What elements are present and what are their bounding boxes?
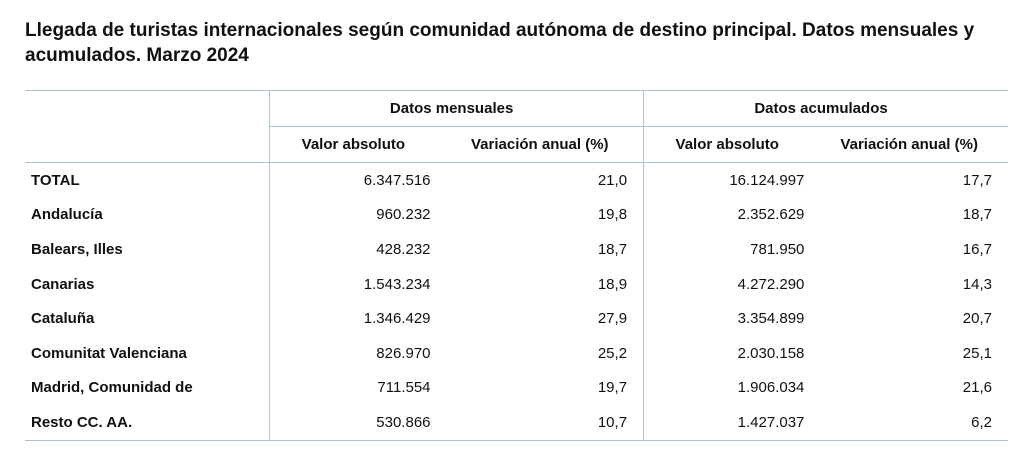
table-row: Madrid, Comunidad de 711.554 19,7 1.906.… <box>25 370 1008 406</box>
table-row: Cataluña 1.346.429 27,9 3.354.899 20,7 <box>25 301 1008 336</box>
monthly-absolute-value: 960.232 <box>376 206 431 224</box>
monthly-absolute-value: 428.232 <box>376 240 431 258</box>
cumulative-absolute-value: 3.354.899 <box>737 310 805 328</box>
header-cumulative-variation: Variación anual (%) <box>820 126 1008 163</box>
table-row: Resto CC. AA. 530.866 10,7 1.427.037 6,2 <box>25 405 1008 441</box>
monthly-absolute-value: 711.554 <box>377 379 431 397</box>
cumulative-absolute-value: 1.906.034 <box>737 379 805 397</box>
table-row: Canarias 1.543.234 18,9 4.272.290 14,3 <box>25 266 1008 302</box>
cumulative-absolute-value: 2.352.629 <box>737 206 805 224</box>
header-monthly-variation: Variación anual (%) <box>446 126 645 163</box>
cumulative-absolute-value: 1.427.037 <box>643 405 821 441</box>
header-monthly-absolute: Valor absoluto <box>269 126 447 163</box>
cumulative-variation-value: 21,6 <box>962 379 992 397</box>
row-label: Canarias <box>25 266 271 302</box>
monthly-absolute-value: 826.970 <box>376 344 431 362</box>
header-cumulative-absolute: Valor absoluto <box>643 126 821 163</box>
monthly-variation-value: 18,9 <box>446 266 645 302</box>
page-title: Llegada de turistas internacionales segú… <box>25 20 975 66</box>
cumulative-absolute-value: 2.030.158 <box>737 344 805 362</box>
cumulative-variation-value: 16,7 <box>962 240 992 258</box>
row-label: Comunitat Valenciana <box>25 335 271 371</box>
group-header-row: Datos mensuales Datos acumulados <box>25 90 1008 127</box>
header-empty-cell <box>25 90 271 127</box>
cumulative-absolute-value: 4.272.290 <box>737 275 805 293</box>
table-row: TOTAL 6.347.516 21,0 16.124.997 17,7 <box>25 161 1008 198</box>
cumulative-absolute-value: 781.950 <box>750 240 805 258</box>
monthly-variation-value: 19,8 <box>446 197 645 233</box>
table-row: Balears, Illes 428.232 18,7 781.950 16,7 <box>25 232 1008 267</box>
monthly-variation-value: 21,0 <box>446 161 645 198</box>
row-label: Cataluña <box>25 301 271 336</box>
row-label: Madrid, Comunidad de <box>25 370 271 406</box>
monthly-absolute-value: 1.543.234 <box>363 275 431 293</box>
monthly-variation-value: 25,2 <box>446 335 645 371</box>
table-row: Comunitat Valenciana 826.970 25,2 2.030.… <box>25 335 1008 371</box>
row-label: Andalucía <box>25 197 271 233</box>
column-header-row: Valor absoluto Variación anual (%) Valor… <box>25 126 1008 163</box>
monthly-variation-value: 27,9 <box>446 301 645 336</box>
cumulative-variation-value: 18,7 <box>962 206 992 224</box>
cumulative-variation-value: 6,2 <box>820 405 1008 441</box>
header-cumulative-data: Datos acumulados <box>643 90 1008 127</box>
monthly-variation-value: 19,7 <box>446 370 645 406</box>
header-empty-cell <box>25 126 271 163</box>
tourist-arrivals-table: Datos mensuales Datos acumulados Valor a… <box>25 90 1008 441</box>
header-monthly-data: Datos mensuales <box>269 90 645 127</box>
cumulative-variation-value: 25,1 <box>962 344 992 362</box>
row-label: TOTAL <box>25 161 271 198</box>
row-label: Balears, Illes <box>25 232 271 267</box>
cumulative-absolute-value: 16.124.997 <box>643 161 821 198</box>
monthly-absolute-value: 1.346.429 <box>363 310 431 328</box>
monthly-absolute-value: 6.347.516 <box>269 161 447 198</box>
monthly-variation-value: 18,7 <box>446 232 645 267</box>
cumulative-variation-value: 17,7 <box>820 161 1008 198</box>
cumulative-variation-value: 14,3 <box>962 275 992 293</box>
monthly-absolute-value: 530.866 <box>269 405 447 441</box>
monthly-variation-value: 10,7 <box>446 405 645 441</box>
cumulative-variation-value: 20,7 <box>962 310 992 328</box>
table-row: Andalucía 960.232 19,8 2.352.629 18,7 <box>25 197 1008 233</box>
row-label: Resto CC. AA. <box>25 405 271 441</box>
